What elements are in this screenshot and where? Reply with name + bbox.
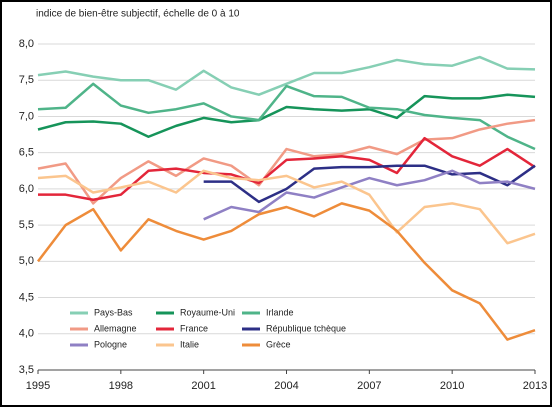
legend-label: Royaume-Uni bbox=[180, 307, 235, 317]
y-tick-label: 6,0 bbox=[19, 183, 34, 195]
series-line bbox=[203, 169, 536, 221]
y-tick-label: 8,0 bbox=[19, 38, 34, 50]
y-tick-label: 5,0 bbox=[19, 255, 34, 267]
legend-label: Grèce bbox=[266, 339, 291, 349]
legend-label: Italie bbox=[180, 339, 199, 349]
series-line bbox=[37, 118, 536, 205]
x-tick-label: 2004 bbox=[274, 380, 298, 392]
legend-label: Allemagne bbox=[94, 323, 137, 333]
y-tick-label: 4,5 bbox=[19, 291, 34, 303]
series-line bbox=[203, 164, 536, 204]
chart-title: indice de bien-être subjectif, échelle d… bbox=[36, 9, 240, 20]
y-tick-label: 3,5 bbox=[19, 364, 34, 376]
series-line bbox=[37, 202, 536, 341]
x-tick-label: 2013 bbox=[523, 380, 547, 392]
series-line bbox=[37, 55, 536, 96]
x-tick-label: 2001 bbox=[191, 380, 215, 392]
x-tick-label: 1995 bbox=[26, 380, 50, 392]
y-tick-label: 7,0 bbox=[19, 110, 34, 122]
legend-label: Pays-Bas bbox=[94, 307, 133, 317]
legend-label: Pologne bbox=[94, 339, 127, 349]
series-line bbox=[37, 82, 536, 151]
x-tick-label: 2007 bbox=[357, 380, 381, 392]
y-tick-label: 6,5 bbox=[19, 147, 34, 159]
series-line bbox=[37, 93, 536, 138]
legend-label: République tchèque bbox=[266, 323, 346, 333]
legend-label: France bbox=[180, 323, 208, 333]
y-tick-label: 5,5 bbox=[19, 219, 34, 231]
y-tick-label: 4,0 bbox=[19, 328, 34, 340]
y-tick-label: 7,5 bbox=[19, 74, 34, 86]
series-line bbox=[38, 136, 536, 202]
x-tick-label: 1998 bbox=[109, 380, 133, 392]
series-line bbox=[37, 169, 536, 245]
legend-label: Irlande bbox=[266, 307, 294, 317]
x-tick-label: 2010 bbox=[440, 380, 464, 392]
